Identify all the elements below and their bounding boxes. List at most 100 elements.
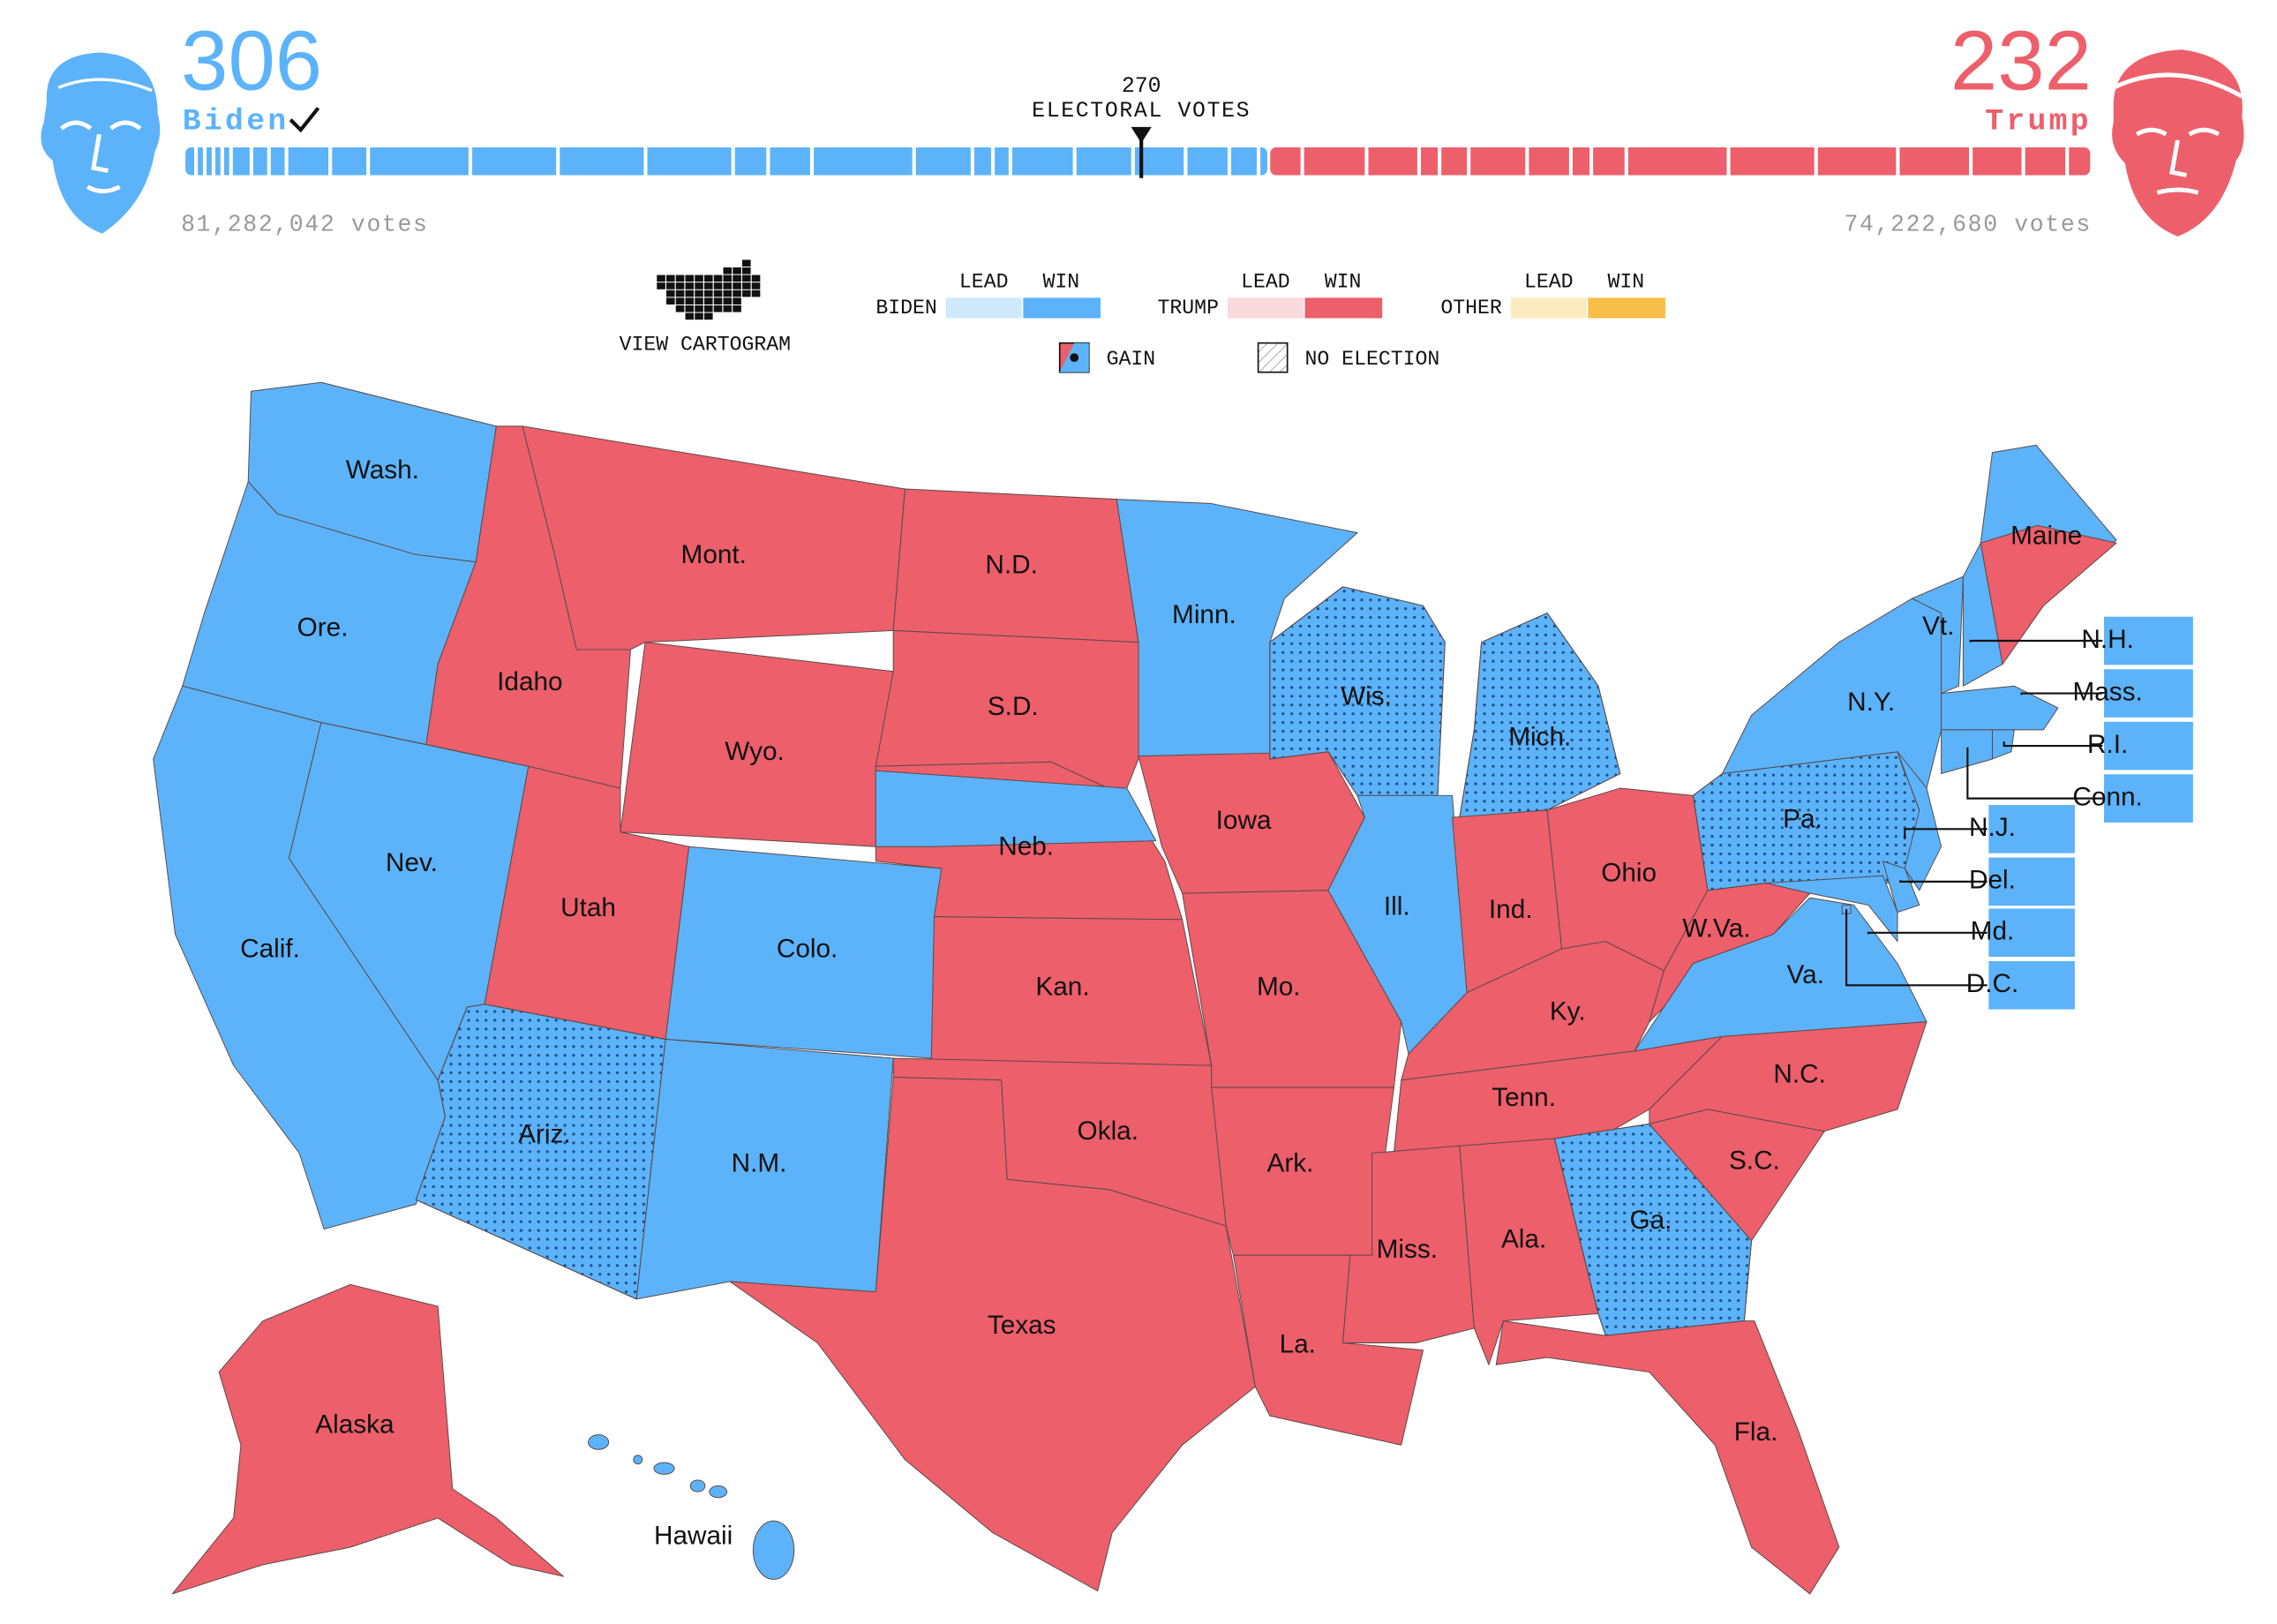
state-shape[interactable] (709, 1485, 728, 1499)
state-box[interactable] (1987, 803, 2077, 855)
state-shape[interactable] (689, 1479, 706, 1492)
state-shape[interactable] (171, 1283, 564, 1595)
state-shape[interactable] (1897, 751, 1943, 891)
cartogram-cell[interactable] (685, 297, 695, 304)
cartogram-cell[interactable] (723, 267, 733, 274)
cartogram-cell[interactable] (703, 282, 713, 289)
state-shape[interactable] (729, 1076, 1256, 1592)
cartogram-cell[interactable] (703, 304, 713, 312)
state-box[interactable] (2102, 720, 2195, 772)
state-shape[interactable] (1649, 1021, 1928, 1132)
state-label: Okla. (1078, 1116, 1138, 1146)
cartogram-cell[interactable] (695, 274, 703, 282)
cartogram-cell[interactable] (751, 289, 761, 297)
legend-column: LEAD (1241, 270, 1290, 293)
cartogram-cell[interactable] (657, 274, 665, 282)
cartogram-cell[interactable] (703, 297, 713, 304)
cartogram-cell[interactable] (685, 289, 695, 297)
cartogram-cell[interactable] (666, 297, 675, 304)
bar-separator (990, 147, 996, 176)
legend-column: LEAD (1524, 270, 1574, 293)
cartogram-cell[interactable] (713, 282, 723, 289)
bar-separator (284, 147, 289, 176)
state-label: D.C. (1966, 969, 2019, 998)
cartogram-cell[interactable] (723, 274, 733, 282)
cartogram-cell[interactable] (733, 289, 741, 297)
bar-separator (1896, 147, 1900, 176)
cartogram-cell[interactable] (741, 259, 751, 267)
cartogram-cell[interactable] (685, 304, 695, 312)
cartogram-cell[interactable] (703, 289, 713, 297)
cartogram-cell[interactable] (695, 304, 703, 312)
cartogram-cell[interactable] (703, 312, 713, 320)
state-box[interactable] (2102, 667, 2195, 719)
cartogram-cell[interactable] (741, 274, 751, 282)
state-shape[interactable] (522, 425, 906, 650)
state-shape[interactable] (1941, 685, 2059, 731)
state-label: Wis. (1341, 681, 1392, 710)
bar-separator (1814, 147, 1818, 176)
cartogram-cell[interactable] (675, 289, 685, 297)
cartogram-cell[interactable] (723, 289, 733, 297)
cartogram-cell[interactable] (675, 297, 685, 304)
cartogram-cell[interactable] (723, 304, 733, 312)
state-box[interactable] (1987, 906, 2077, 959)
cartogram-cell[interactable] (675, 274, 685, 282)
state-shape[interactable] (653, 1462, 675, 1475)
bar-separator (194, 147, 199, 176)
cartogram-cell[interactable] (741, 289, 751, 297)
state-shape[interactable] (633, 1455, 643, 1465)
state-label: N.J. (1969, 813, 2016, 842)
state-box[interactable] (2102, 615, 2195, 666)
state-label: Ill. (1384, 892, 1410, 921)
state-shape[interactable] (588, 1434, 610, 1450)
cartogram-cell[interactable] (723, 297, 733, 304)
cartogram-cell[interactable] (733, 297, 741, 304)
state-box[interactable] (1987, 959, 2077, 1011)
cartogram-cell[interactable] (741, 267, 751, 274)
cartogram-icon[interactable] (657, 259, 761, 320)
cartogram-cell[interactable] (685, 312, 695, 320)
bar-separator (556, 147, 560, 176)
cartogram-cell[interactable] (666, 282, 675, 289)
cartogram-cell[interactable] (713, 289, 723, 297)
cartogram-cell[interactable] (713, 274, 723, 282)
cartogram-cell[interactable] (723, 282, 733, 289)
bar-separator (220, 147, 224, 176)
threshold-value: 270 (1122, 74, 1161, 99)
cartogram-cell[interactable] (733, 274, 741, 282)
view-cartogram[interactable]: VIEW CARTOGRAM (620, 333, 791, 356)
state-box[interactable] (2102, 772, 2195, 824)
cartogram-cell[interactable] (685, 274, 695, 282)
state-shape[interactable] (1722, 598, 1943, 789)
state-label: Ga. (1630, 1206, 1672, 1235)
cartogram-cell[interactable] (733, 267, 741, 274)
cartogram-cell[interactable] (713, 304, 723, 312)
cartogram-cell[interactable] (657, 282, 665, 289)
bar-separator (1525, 147, 1529, 176)
cartogram-cell[interactable] (685, 282, 695, 289)
cartogram-cell[interactable] (751, 282, 761, 289)
cartogram-cell[interactable] (703, 274, 713, 282)
state-label: Hawaii (654, 1521, 733, 1550)
cartogram-cell[interactable] (695, 282, 703, 289)
cartogram-cell[interactable] (695, 297, 703, 304)
cartogram-cell[interactable] (733, 282, 741, 289)
cartogram-cell[interactable] (741, 282, 751, 289)
state-label: Md. (1971, 917, 2015, 946)
state-shape[interactable] (1882, 861, 1920, 914)
state-shape[interactable] (1495, 1320, 1840, 1595)
state-shape[interactable] (1765, 875, 1898, 943)
state-shape[interactable] (1912, 575, 1964, 695)
state-shape[interactable] (752, 1520, 795, 1580)
cartogram-cell[interactable] (695, 289, 703, 297)
cartogram-cell[interactable] (751, 274, 761, 282)
cartogram-cell[interactable] (666, 289, 675, 297)
cartogram-cell[interactable] (675, 304, 685, 312)
cartogram-cell[interactable] (713, 297, 723, 304)
cartogram-cell[interactable] (666, 274, 675, 282)
state-box[interactable] (1987, 855, 2077, 907)
cartogram-cell[interactable] (695, 312, 703, 320)
cartogram-cell[interactable] (733, 304, 741, 312)
cartogram-cell[interactable] (675, 282, 685, 289)
